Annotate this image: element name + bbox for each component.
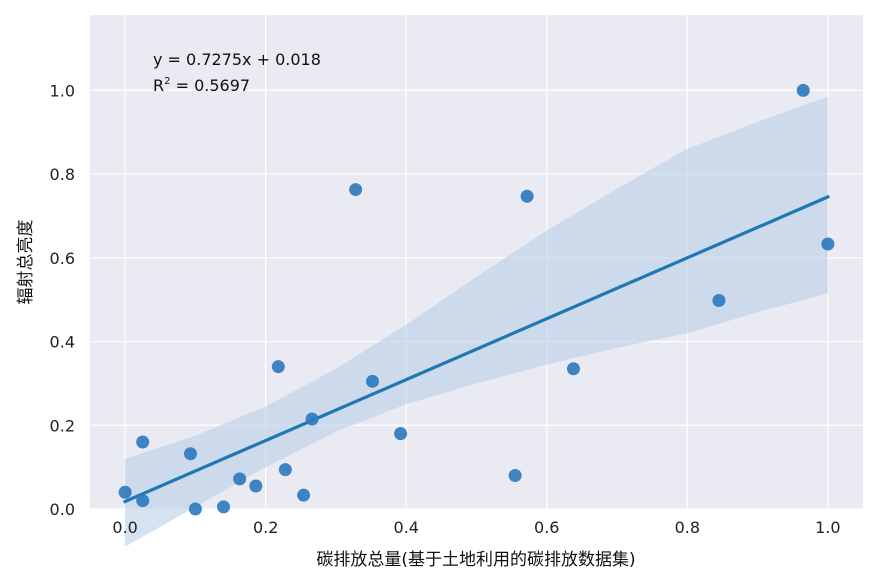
x-tick-label: 0.4 [394,518,419,537]
x-tick-label: 0.2 [253,518,278,537]
data-point [712,294,726,308]
data-point [796,83,810,97]
data-point [249,479,263,493]
r-squared-annotation: R2 = 0.5697 [153,76,250,95]
y-tick-label: 0.6 [50,249,75,268]
data-point [566,362,580,376]
r-squared-value: = 0.5697 [171,76,251,95]
x-tick-label: 0.0 [112,518,137,537]
data-point [183,447,197,461]
data-point [118,485,132,499]
data-point [305,412,319,426]
x-tick-label: 1.0 [815,518,840,537]
data-point [233,472,247,486]
data-point [217,500,231,514]
r-squared-superscript: 2 [164,76,170,87]
y-tick-label: 0.8 [50,165,75,184]
x-tick-label: 0.8 [675,518,700,537]
data-point [136,435,150,449]
r-squared-r: R [153,76,164,95]
y-axis-label: 辐射总亮度 [16,220,36,305]
data-point [271,360,285,374]
data-point [188,502,202,516]
tick-labels: 0.0 0.2 0.4 0.6 0.8 1.0 0.0 0.2 0.4 0.6 0.8 1.0 [50,81,841,537]
data-point [821,237,835,251]
regression-equation: y = 0.7275x + 0.018 [153,50,321,69]
data-point [508,469,522,483]
data-point [349,183,363,197]
data-points [118,83,835,516]
y-tick-label: 0.2 [50,416,75,435]
y-tick-label: 0.0 [50,500,75,519]
y-tick-label: 1.0 [50,81,75,100]
data-point [365,374,379,388]
data-point [394,427,408,441]
data-point [136,494,150,508]
regression-line-group [123,194,830,504]
regression-line [123,194,830,504]
data-point [520,189,534,203]
data-point [297,488,311,502]
x-tick-label: 0.6 [534,518,559,537]
data-point [278,463,292,477]
x-axis-label: 碳排放总量(基于土地利用的碳排放数据集) [316,550,635,570]
confidence-band-area [125,96,828,547]
y-tick-label: 0.4 [50,333,75,352]
confidence-band [125,96,828,547]
